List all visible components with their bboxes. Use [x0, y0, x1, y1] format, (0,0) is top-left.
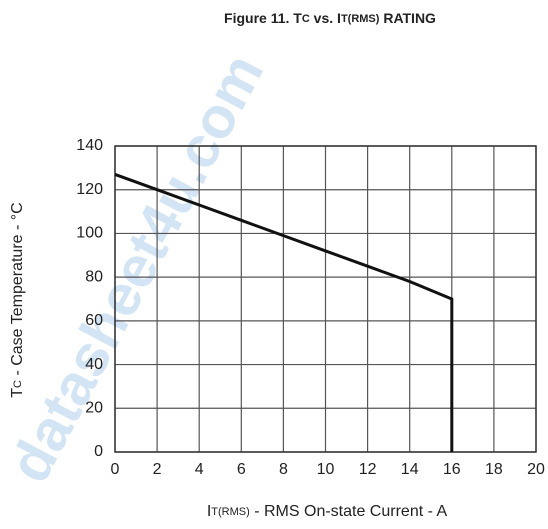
y-tick-label: 40	[85, 356, 103, 373]
x-tick-label: 4	[195, 461, 204, 478]
ylabel-part: T	[9, 388, 26, 398]
y-tick-label: 100	[76, 225, 103, 242]
y-tick-label: 20	[85, 400, 103, 417]
y-tick-label: 60	[85, 312, 103, 329]
title-part: Figure 11. T	[224, 10, 302, 26]
x-tick-label: 18	[485, 461, 503, 478]
x-tick-label: 16	[443, 461, 461, 478]
ylabel-part: C	[12, 380, 24, 388]
xlabel-part: - RMS On-state Current - A	[250, 503, 448, 520]
y-tick-label: 140	[76, 137, 103, 154]
x-axis-label: IT(RMS) - RMS On-state Current - A	[207, 503, 448, 520]
plot-frame	[114, 145, 537, 453]
x-tick-label: 0	[111, 461, 120, 478]
title-part: T(RMS)	[341, 13, 380, 25]
x-tick-label: 12	[359, 461, 377, 478]
title-part: vs. I	[310, 10, 341, 26]
x-tick-label: 2	[153, 461, 162, 478]
y-tick-label: 80	[85, 268, 103, 285]
x-tick-label: 6	[237, 461, 246, 478]
x-tick-label: 8	[279, 461, 288, 478]
y-tick-label: 0	[94, 443, 103, 460]
data-line	[114, 173, 454, 452]
watermark: datasheet4u.com	[0, 44, 276, 493]
chart-title: Figure 11. TC vs. IT(RMS) RATING	[224, 10, 436, 26]
xlabel-part: I	[207, 503, 211, 520]
x-tick-label: 20	[527, 461, 545, 478]
xlabel-part: T(RMS)	[211, 506, 250, 518]
y-tick-label: 120	[76, 181, 103, 198]
title-part: RATING	[379, 10, 436, 26]
y-axis-label: TC - Case Temperature - °C	[9, 202, 26, 397]
title-part: C	[302, 13, 310, 25]
x-tick-label: 14	[401, 461, 419, 478]
ylabel-part: - Case Temperature - °C	[9, 202, 26, 380]
x-tick-label: 10	[317, 461, 335, 478]
